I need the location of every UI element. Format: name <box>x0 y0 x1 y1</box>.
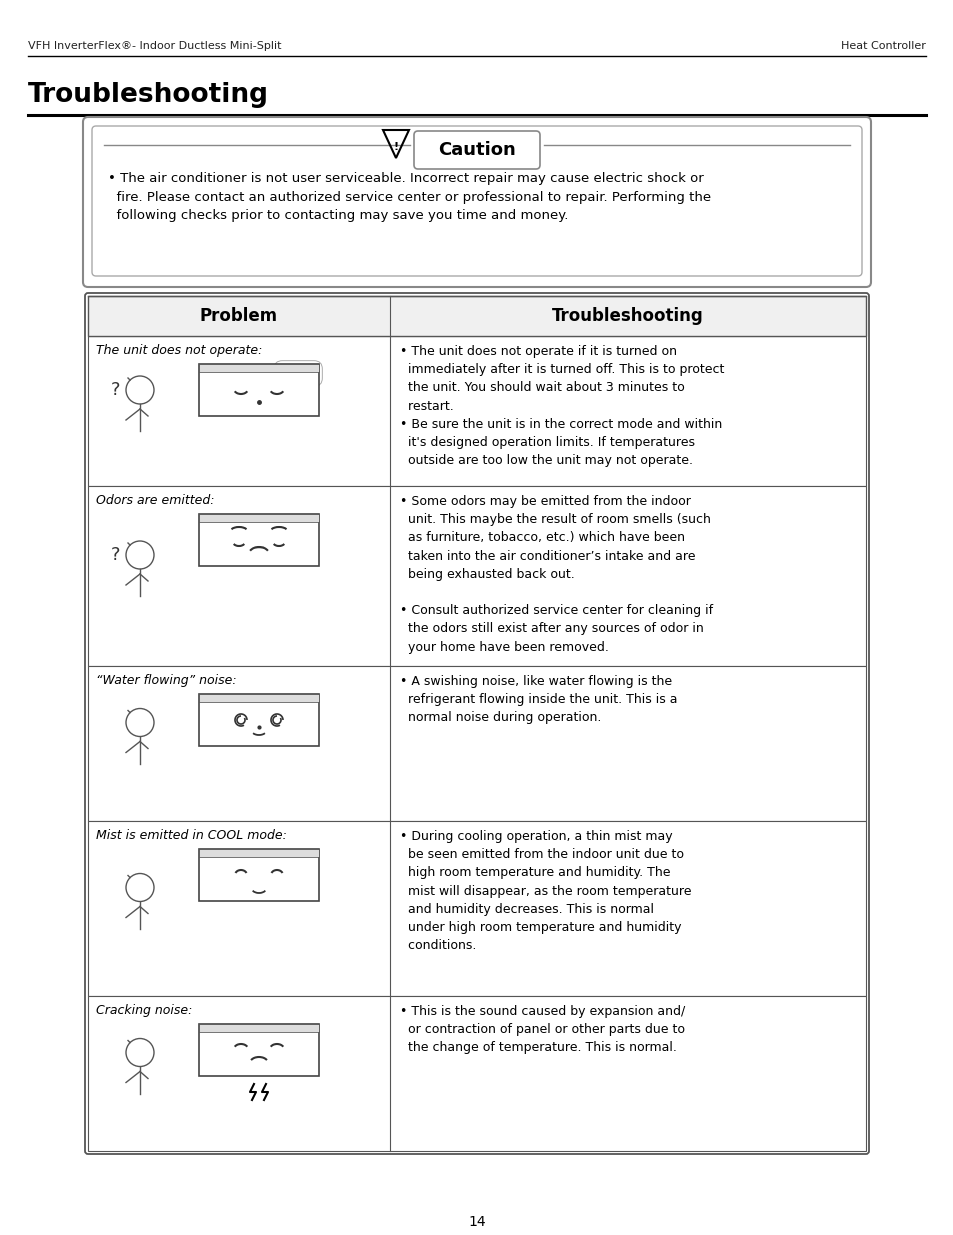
FancyBboxPatch shape <box>83 117 870 287</box>
Bar <box>199 848 318 857</box>
Bar <box>199 694 318 746</box>
Text: The unit does not operate:: The unit does not operate: <box>96 345 262 357</box>
Bar <box>199 1024 318 1032</box>
Bar <box>199 514 318 566</box>
Text: • The unit does not operate if it is turned on
  immediately after it is turned : • The unit does not operate if it is tur… <box>399 345 723 467</box>
Text: • This is the sound caused by expansion and/
  or contraction of panel or other : • This is the sound caused by expansion … <box>399 1005 684 1055</box>
Text: !: ! <box>393 142 398 152</box>
Bar <box>199 364 318 372</box>
Text: ?: ? <box>112 546 121 564</box>
Text: • The air conditioner is not user serviceable. Incorrect repair may cause electr: • The air conditioner is not user servic… <box>108 172 710 222</box>
Text: Caution: Caution <box>437 141 516 159</box>
Text: • During cooling operation, a thin mist may
  be seen emitted from the indoor un: • During cooling operation, a thin mist … <box>399 830 691 952</box>
Text: “Water flowing” noise:: “Water flowing” noise: <box>96 674 236 687</box>
Text: Troubleshooting: Troubleshooting <box>552 308 703 325</box>
FancyBboxPatch shape <box>91 126 862 275</box>
Bar <box>88 487 865 666</box>
FancyBboxPatch shape <box>414 131 539 169</box>
Text: • A swishing noise, like water flowing is the
  refrigerant flowing inside the u: • A swishing noise, like water flowing i… <box>399 676 677 725</box>
Text: Mist is emitted in COOL mode:: Mist is emitted in COOL mode: <box>96 829 287 842</box>
Text: Odors are emitted:: Odors are emitted: <box>96 494 214 508</box>
Text: Waiting: Waiting <box>282 369 314 378</box>
Bar <box>199 694 318 701</box>
Bar <box>199 364 318 416</box>
Text: • Some odors may be emitted from the indoor
  unit. This maybe the result of roo: • Some odors may be emitted from the ind… <box>399 495 713 653</box>
Bar <box>88 666 865 821</box>
Text: 14: 14 <box>468 1215 485 1229</box>
Bar <box>199 848 318 902</box>
Text: ?: ? <box>112 382 121 399</box>
Text: Troubleshooting: Troubleshooting <box>28 82 269 107</box>
Bar <box>199 1024 318 1076</box>
Text: Problem: Problem <box>200 308 277 325</box>
Bar <box>199 514 318 522</box>
Bar <box>88 821 865 995</box>
Text: VFH InverterFlex®- Indoor Ductless Mini-Split: VFH InverterFlex®- Indoor Ductless Mini-… <box>28 41 281 51</box>
Bar <box>88 336 865 487</box>
Text: Cracking noise:: Cracking noise: <box>96 1004 193 1016</box>
Bar <box>88 296 865 336</box>
Text: Heat Controller: Heat Controller <box>841 41 925 51</box>
Bar <box>88 995 865 1151</box>
